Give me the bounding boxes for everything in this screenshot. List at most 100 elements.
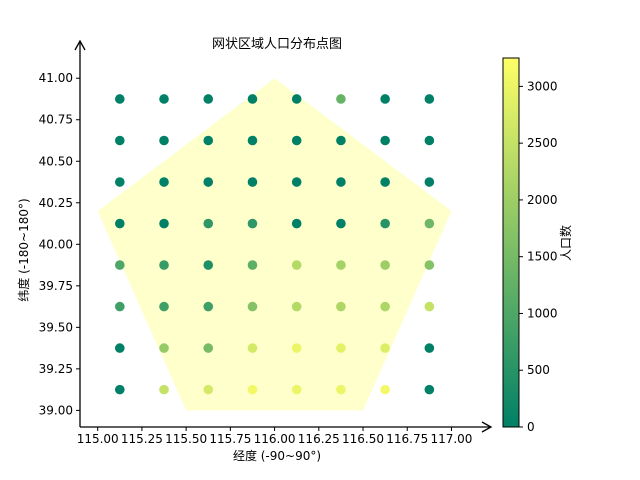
plot-area: 115.00 115.25 115.50 115.75 116.00 116.25 116.… — [39, 39, 493, 446]
data-point — [247, 135, 258, 146]
data-point — [424, 301, 435, 312]
data-point — [291, 301, 302, 312]
data-point — [291, 135, 302, 146]
data-point — [159, 135, 169, 146]
data-point — [247, 94, 258, 104]
data-point — [380, 343, 390, 353]
data-point — [380, 218, 390, 229]
colorbar-tick-label: 1000 — [527, 306, 558, 320]
data-point — [115, 343, 125, 353]
x-tick-label: 115.50 — [165, 432, 207, 446]
data-point — [380, 384, 390, 395]
data-point — [291, 343, 302, 353]
region-polygon — [97, 78, 452, 411]
data-point — [336, 260, 346, 270]
data-point — [336, 301, 346, 312]
data-point — [247, 260, 258, 270]
data-point — [159, 301, 169, 312]
y-tick-label: 40.00 — [39, 237, 73, 251]
data-point — [115, 260, 125, 270]
data-point — [424, 384, 435, 395]
data-point — [203, 384, 214, 395]
data-point — [203, 301, 214, 312]
colorbar-tick-label: 0 — [527, 420, 535, 434]
x-axis-label: 经度 (-90~90°) — [233, 448, 321, 463]
data-point — [424, 343, 435, 353]
colorbar-tick-label: 2500 — [527, 136, 558, 150]
data-point — [424, 177, 435, 187]
data-point — [380, 94, 390, 104]
y-tick-label: 39.50 — [39, 320, 73, 334]
colorbar: 0 500 1000 1500 2000 2500 3000 — [502, 57, 558, 434]
data-point — [115, 135, 125, 146]
x-tick-label: 115.25 — [121, 432, 163, 446]
data-point — [159, 177, 169, 187]
data-point — [291, 384, 302, 395]
data-point — [159, 260, 169, 270]
data-point — [203, 135, 214, 146]
data-point — [380, 301, 390, 312]
x-tick-label: 116.75 — [386, 432, 428, 446]
x-tick-label: 117.00 — [430, 432, 472, 446]
data-point — [247, 301, 258, 312]
data-point — [115, 177, 125, 187]
colorbar-tick-label: 3000 — [527, 79, 558, 93]
y-axis-label: 纬度 (-180~180°) — [16, 198, 31, 301]
colorbar-tick-label: 1500 — [527, 250, 558, 264]
data-point — [203, 94, 214, 104]
data-point — [336, 384, 346, 395]
x-tick-label: 116.50 — [342, 432, 384, 446]
data-point — [380, 260, 390, 270]
y-tick-label: 40.75 — [39, 113, 73, 127]
data-point — [336, 94, 346, 104]
data-point — [115, 301, 125, 312]
x-tick-label: 116.00 — [254, 432, 296, 446]
data-point — [424, 135, 435, 146]
data-point — [203, 343, 214, 353]
colorbar-gradient — [502, 57, 520, 428]
data-point — [424, 94, 435, 104]
colorbar-tick-label: 2000 — [527, 193, 558, 207]
data-point — [159, 218, 169, 229]
chart-title: 网状区域人口分布点图 — [212, 37, 342, 52]
colorbar-label: 人口数 — [558, 225, 573, 261]
data-point — [247, 177, 258, 187]
data-point — [380, 135, 390, 146]
data-point — [424, 260, 435, 270]
data-point — [291, 94, 302, 104]
data-point — [115, 384, 125, 395]
data-point — [291, 177, 302, 187]
y-tick-label: 39.75 — [39, 279, 73, 293]
x-axis-arrow — [481, 421, 493, 433]
data-point — [336, 343, 346, 353]
x-tick-label: 115.00 — [77, 432, 119, 446]
data-point — [203, 260, 214, 270]
y-tick-label: 40.25 — [39, 196, 73, 210]
data-point — [159, 343, 169, 353]
data-point — [380, 177, 390, 187]
y-axis-arrow — [74, 39, 86, 51]
y-tick-label: 39.00 — [39, 403, 73, 417]
y-tick-label: 41.00 — [39, 71, 73, 85]
data-point — [336, 135, 346, 146]
data-point — [203, 177, 214, 187]
data-point — [159, 384, 169, 395]
colorbar-tick-label: 500 — [527, 363, 550, 377]
data-point — [115, 94, 125, 104]
data-point — [247, 343, 258, 353]
y-tick-label: 40.50 — [39, 154, 73, 168]
data-point — [159, 94, 169, 104]
data-point — [336, 177, 346, 187]
data-point — [115, 218, 125, 229]
x-tick-label: 116.25 — [298, 432, 340, 446]
data-point — [247, 218, 258, 229]
data-point — [424, 218, 435, 229]
data-point — [203, 218, 214, 229]
y-tick-label: 39.25 — [39, 362, 73, 376]
data-point — [291, 260, 302, 270]
data-point — [291, 218, 302, 229]
x-tick-label: 115.75 — [209, 432, 251, 446]
data-point — [336, 218, 346, 229]
data-point — [247, 384, 258, 395]
